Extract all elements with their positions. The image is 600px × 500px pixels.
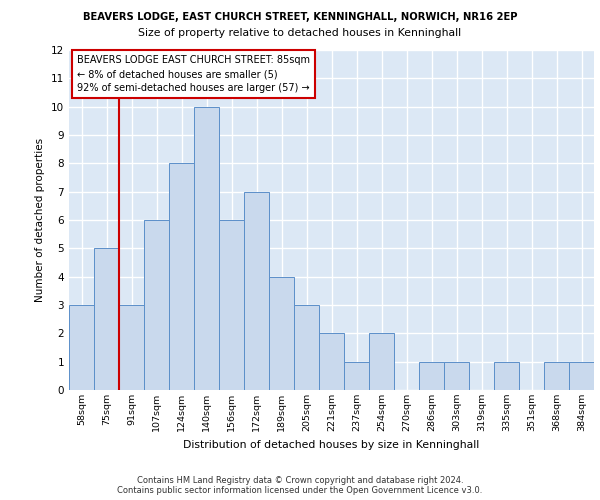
Bar bbox=[194, 106, 219, 390]
Bar bbox=[144, 220, 169, 390]
Bar bbox=[419, 362, 444, 390]
Text: BEAVERS LODGE EAST CHURCH STREET: 85sqm
← 8% of detached houses are smaller (5)
: BEAVERS LODGE EAST CHURCH STREET: 85sqm … bbox=[77, 55, 310, 93]
Bar bbox=[244, 192, 269, 390]
Bar bbox=[169, 164, 194, 390]
Bar bbox=[319, 334, 344, 390]
Text: Contains public sector information licensed under the Open Government Licence v3: Contains public sector information licen… bbox=[118, 486, 482, 495]
Text: BEAVERS LODGE, EAST CHURCH STREET, KENNINGHALL, NORWICH, NR16 2EP: BEAVERS LODGE, EAST CHURCH STREET, KENNI… bbox=[83, 12, 517, 22]
Text: Size of property relative to detached houses in Kenninghall: Size of property relative to detached ho… bbox=[139, 28, 461, 38]
Bar bbox=[294, 305, 319, 390]
Bar bbox=[544, 362, 569, 390]
Bar bbox=[494, 362, 519, 390]
Bar bbox=[344, 362, 369, 390]
Bar bbox=[569, 362, 594, 390]
Text: Contains HM Land Registry data © Crown copyright and database right 2024.: Contains HM Land Registry data © Crown c… bbox=[137, 476, 463, 485]
Bar bbox=[444, 362, 469, 390]
Bar bbox=[369, 334, 394, 390]
Bar bbox=[69, 305, 94, 390]
Y-axis label: Number of detached properties: Number of detached properties bbox=[35, 138, 46, 302]
Bar bbox=[119, 305, 144, 390]
Bar bbox=[94, 248, 119, 390]
Bar bbox=[269, 276, 294, 390]
X-axis label: Distribution of detached houses by size in Kenninghall: Distribution of detached houses by size … bbox=[184, 440, 479, 450]
Bar bbox=[219, 220, 244, 390]
